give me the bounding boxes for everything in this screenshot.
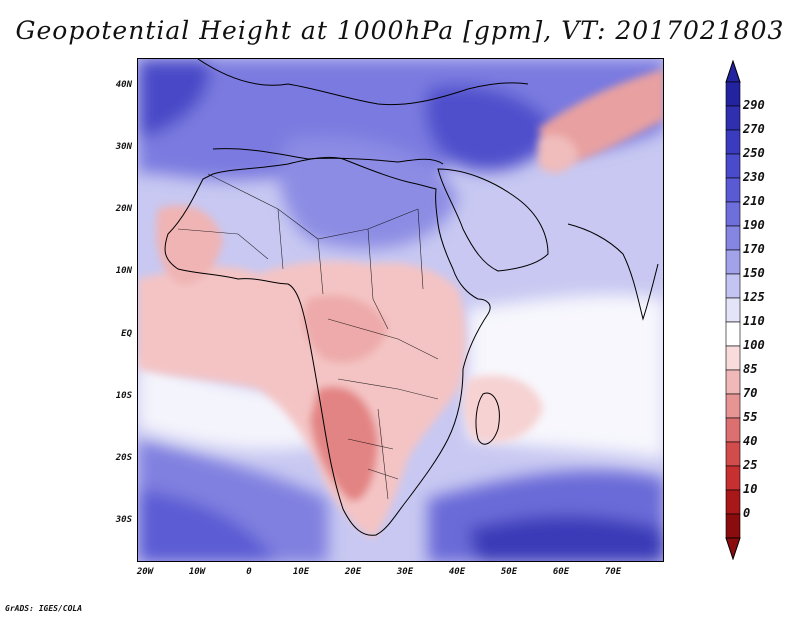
europe-coastline: [197, 59, 529, 106]
central-africa-low: [303, 295, 388, 363]
lat-label-40n: 40N: [115, 80, 132, 90]
lon-label-0: 0: [246, 567, 252, 577]
madagascar-coastline: [475, 392, 500, 445]
lat-label-30n: 30N: [115, 142, 132, 152]
colorbar-label: 190: [743, 218, 765, 232]
colorbar-label: 10: [743, 482, 758, 496]
lat-label-20n: 20N: [115, 204, 132, 214]
colorbar-cell: [725, 105, 741, 131]
lat-label-eq: EQ: [121, 329, 132, 339]
colorbar-cell: [725, 465, 741, 491]
colorbar-cell: [725, 441, 741, 467]
grads-credit: GrADS: IGES/COLA: [5, 604, 83, 613]
colorbar-cell: [725, 321, 741, 347]
colorbar-cell: [725, 417, 741, 443]
colorbar-label: 270: [743, 122, 765, 136]
colorbar-label: 40: [743, 434, 758, 448]
lon-label-70e: 70E: [604, 567, 622, 577]
lat-label-10s: 10S: [115, 391, 132, 401]
colorbar-label: 110: [743, 314, 765, 328]
india-coastline: [567, 223, 659, 321]
africa-coastline: [164, 156, 491, 536]
lon-label-10e: 10E: [292, 567, 310, 577]
borders: [177, 173, 439, 500]
map-title: Geopotential Height at 1000hPa [gpm], VT…: [15, 16, 785, 45]
lat-label-30s: 30S: [115, 515, 132, 525]
colorbar-cell: [725, 201, 741, 227]
lon-label-10w: 10W: [188, 567, 206, 577]
sahara-high: [279, 136, 458, 249]
colorbar-cell: [725, 225, 741, 251]
colorbar-cell: [725, 393, 741, 419]
lat-label-20s: 20S: [115, 453, 132, 463]
south-high-core-east: [468, 515, 663, 561]
lat-label-10n: 10N: [115, 266, 132, 276]
mediterranean-south-coast: [212, 148, 444, 165]
lon-label-40e: 40E: [448, 567, 466, 577]
colorbar-cell: [725, 81, 741, 107]
colorbar-cell: [725, 513, 741, 539]
kalahari-low: [310, 386, 378, 501]
lon-label-20e: 20E: [344, 567, 362, 577]
lon-label-60e: 60E: [552, 567, 570, 577]
colorbar-cell: [725, 249, 741, 275]
nw-high-core: [138, 59, 210, 139]
colorbar-label: 250: [743, 146, 765, 160]
south-high-core-west: [138, 489, 277, 561]
colorbar-cell: [725, 153, 741, 179]
colorbar-cell: [725, 177, 741, 203]
colorbar-label: 0: [743, 506, 751, 520]
geopotential-height-map: [138, 59, 663, 561]
colorbar-cell: [725, 489, 741, 515]
colorbar: [725, 60, 741, 560]
colorbar-label: 125: [743, 290, 765, 304]
colorbar-label: 170: [743, 242, 765, 256]
neutral-band-west: [138, 359, 338, 450]
colorbar-cell: [725, 273, 741, 299]
colorbar-cell: [725, 297, 741, 323]
colorbar-cell: [725, 345, 741, 371]
colorbar-bottom-arrow: [725, 537, 741, 560]
colorbar-label: 70: [743, 386, 758, 400]
iran-low: [538, 135, 578, 174]
colorbar-label: 210: [743, 194, 765, 208]
madagascar-low: [463, 375, 543, 443]
map-plot[interactable]: [137, 58, 664, 562]
colorbar-top-arrow: [725, 60, 741, 83]
colorbar-label: 100: [743, 338, 765, 352]
colorbar-label: 25: [743, 458, 758, 472]
colorbar-label: 290: [743, 98, 765, 112]
colorbar-cell: [725, 369, 741, 395]
lon-label-30e: 30E: [396, 567, 414, 577]
lon-label-20w: 20W: [136, 567, 154, 577]
colorbar-label: 150: [743, 266, 765, 280]
mideast-high-core: [425, 85, 550, 171]
coastlines: [164, 59, 659, 536]
colorbar-label: 55: [743, 410, 758, 424]
colorbar-label: 85: [743, 362, 758, 376]
arabia-coastline: [437, 168, 549, 272]
colorbar-label: 230: [743, 170, 765, 184]
lon-label-50e: 50E: [500, 567, 518, 577]
colorbar-cell: [725, 129, 741, 155]
